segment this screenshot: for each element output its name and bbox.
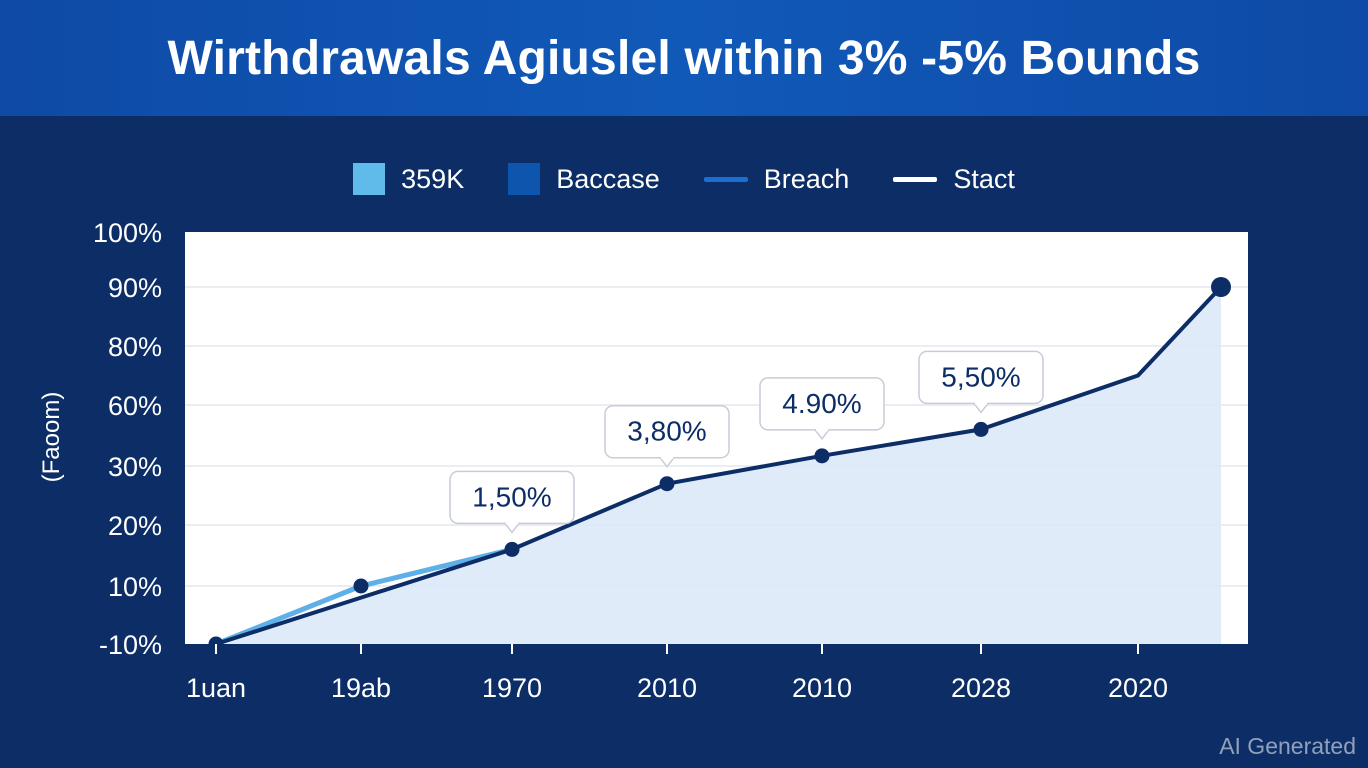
annotation-0: 1,50% bbox=[449, 470, 575, 534]
legend-label-2: Breach bbox=[763, 163, 850, 194]
legend-item-0: 359K bbox=[353, 163, 464, 195]
legend-item-1: Baccase bbox=[508, 163, 660, 195]
legend-swatch-2 bbox=[703, 176, 748, 182]
annotation-label: 4.90% bbox=[782, 388, 861, 419]
y-axis-label: (Faoom) bbox=[38, 391, 65, 483]
y-tick-label: 60% bbox=[108, 391, 162, 421]
data-point-6 bbox=[353, 578, 369, 594]
data-point-0 bbox=[504, 541, 520, 557]
annotation-box bbox=[449, 470, 575, 525]
legend-item-2: Breach bbox=[703, 163, 850, 195]
data-point-1 bbox=[659, 476, 675, 492]
series-line-1 bbox=[213, 546, 515, 647]
data-point-4 bbox=[1211, 277, 1231, 297]
chart-title: Wirthdrawals Agiuslel within 3% -5% Boun… bbox=[167, 31, 1201, 85]
annotation-label: 5,50% bbox=[941, 361, 1020, 392]
x-tick-label: 2020 bbox=[1108, 673, 1168, 703]
x-tick-label: 19ab bbox=[331, 673, 391, 703]
annotation-3: 5,50% bbox=[918, 350, 1044, 414]
annotation-label: 1,50% bbox=[472, 481, 551, 512]
data-point-5 bbox=[208, 636, 224, 652]
x-tick-label: 1970 bbox=[482, 673, 542, 703]
legend-swatch-0 bbox=[353, 163, 386, 195]
legend-label-1: Baccase bbox=[556, 163, 660, 194]
annotation-box bbox=[759, 377, 885, 431]
chart-legend: 359K Baccase Breach Stact bbox=[0, 160, 1368, 198]
legend-label-0: 359K bbox=[401, 163, 465, 194]
legend-label-3: Stact bbox=[953, 163, 1015, 194]
y-tick-label: -10% bbox=[99, 630, 162, 660]
x-tick-label: 1uan bbox=[186, 673, 246, 703]
y-tick-label: 80% bbox=[108, 332, 162, 362]
annotation-pointer bbox=[504, 522, 520, 534]
y-tick-label: 90% bbox=[108, 273, 162, 303]
annotation-pointer bbox=[973, 402, 989, 414]
annotation-label: 3,80% bbox=[627, 416, 706, 447]
y-tick-label: 30% bbox=[108, 452, 162, 482]
watermark-text: AI Generated bbox=[1219, 733, 1356, 759]
data-point-2 bbox=[814, 448, 830, 464]
annotation-box bbox=[604, 404, 730, 459]
x-tick-label: 2010 bbox=[637, 673, 697, 703]
y-tick-label: 20% bbox=[108, 511, 162, 541]
legend-item-3: Stact bbox=[893, 164, 1015, 195]
y-tick-label: 10% bbox=[108, 572, 162, 602]
series-line-0 bbox=[214, 285, 1223, 646]
annotation-1: 3,80% bbox=[604, 404, 730, 468]
x-tick-label: 2028 bbox=[951, 673, 1011, 703]
plot-area bbox=[185, 232, 1248, 644]
x-tick-label: 2010 bbox=[792, 673, 852, 703]
data-point-3 bbox=[973, 421, 989, 437]
legend-swatch-3 bbox=[893, 176, 938, 182]
annotation-box bbox=[918, 350, 1044, 405]
annotation-2: 4.90% bbox=[759, 377, 885, 441]
area-fill bbox=[216, 287, 1221, 644]
annotation-pointer bbox=[659, 457, 675, 468]
y-tick-label: 100% bbox=[93, 218, 162, 248]
annotation-pointer bbox=[814, 429, 830, 441]
title-bar: Wirthdrawals Agiuslel within 3% -5% Boun… bbox=[0, 0, 1368, 116]
legend-swatch-1 bbox=[508, 163, 541, 195]
